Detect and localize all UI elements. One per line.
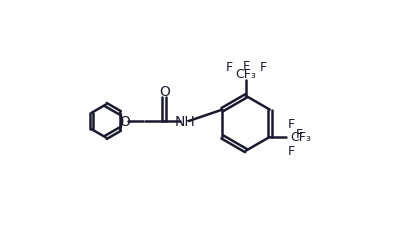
Text: CF₃: CF₃ (290, 131, 311, 144)
Text: F: F (288, 144, 295, 158)
Text: F: F (296, 127, 303, 141)
Text: CF₃: CF₃ (236, 67, 256, 80)
Text: F: F (260, 60, 267, 74)
Text: O: O (159, 85, 170, 99)
Text: O: O (119, 114, 130, 128)
Text: F: F (288, 117, 295, 130)
Text: F: F (225, 60, 232, 74)
Text: NH: NH (175, 114, 195, 128)
Text: F: F (242, 59, 249, 72)
